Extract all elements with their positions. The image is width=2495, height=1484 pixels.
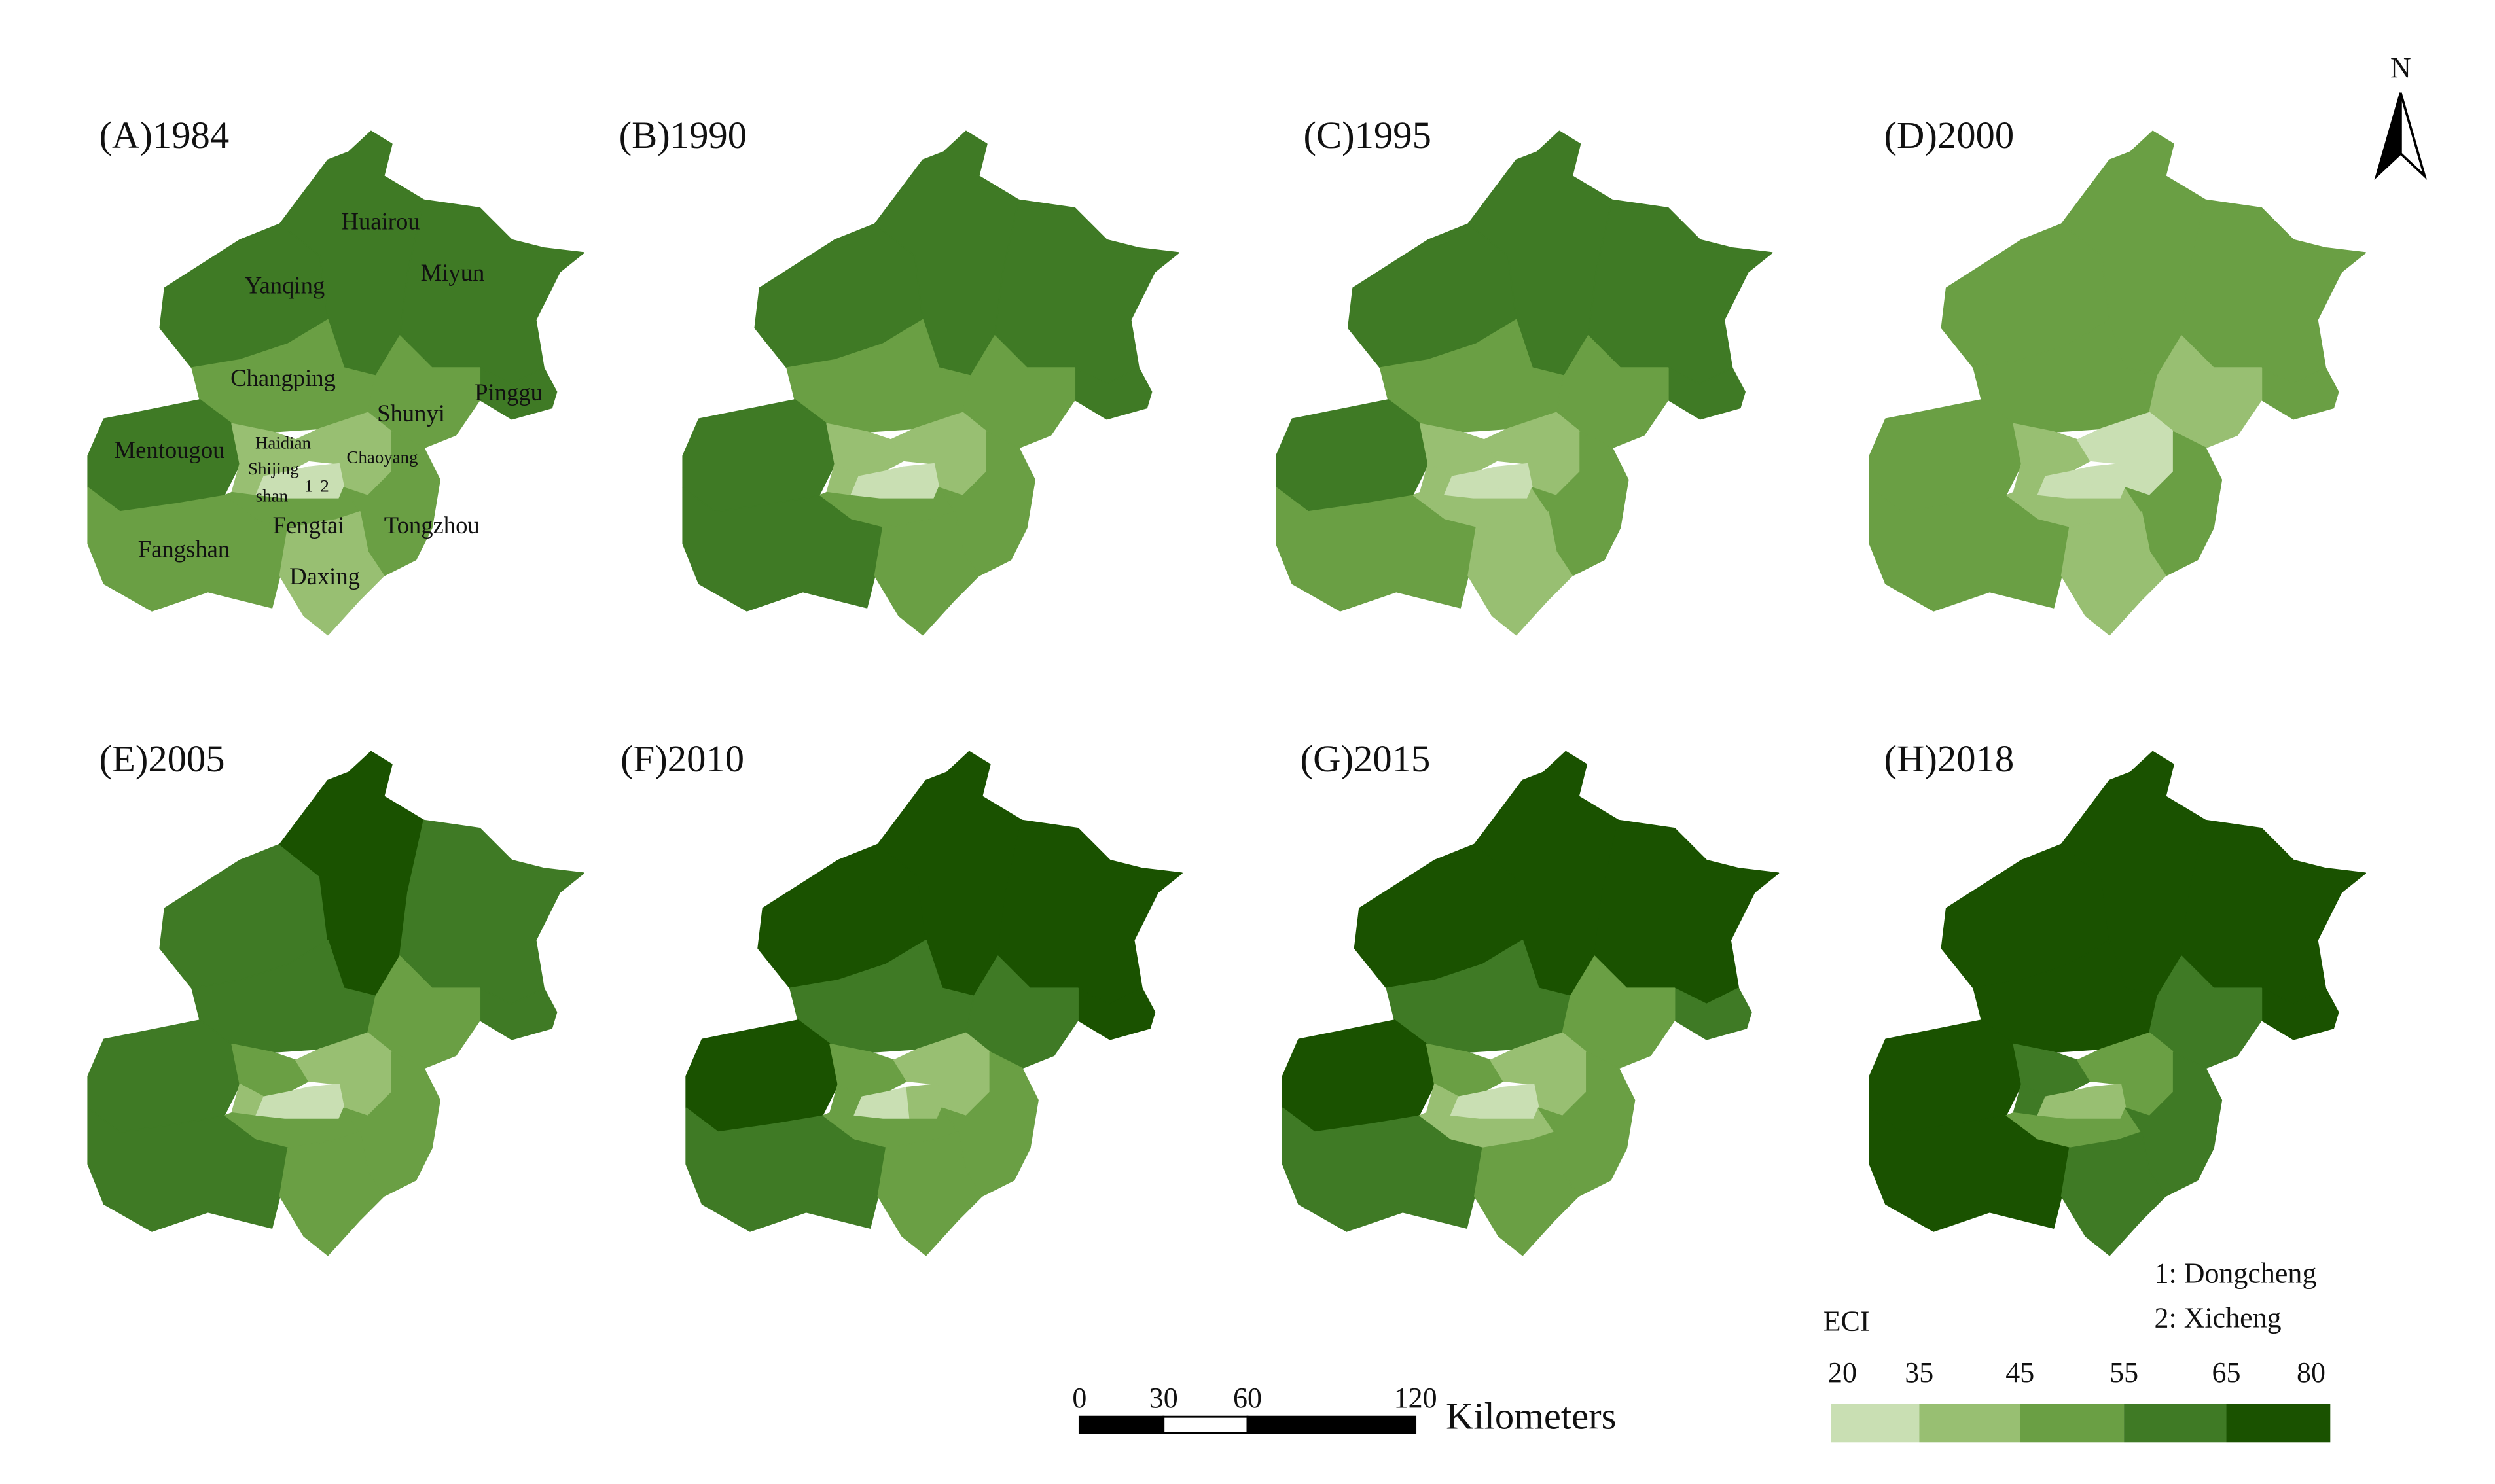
legend-swatch [1831, 1404, 1920, 1443]
legend-swatch [2226, 1404, 2331, 1443]
district [479, 367, 558, 420]
north-arrow: N [2374, 52, 2428, 180]
scale-segment [1078, 1415, 1165, 1434]
note: 2: Xicheng [2155, 1302, 2282, 1334]
district [279, 1131, 385, 1256]
panel-title: (F)2010 [620, 737, 744, 780]
district-label: Chaoyang [347, 448, 418, 467]
district [874, 511, 980, 636]
district [1467, 511, 1573, 636]
district-label: Huairou [342, 208, 420, 235]
district-label: Miyun [421, 259, 485, 286]
district-label: Daxing [289, 563, 360, 590]
district-label: Haidian [255, 433, 312, 453]
district [479, 987, 558, 1040]
district [2261, 367, 2339, 420]
district [877, 1131, 983, 1256]
north-label: N [2390, 52, 2411, 84]
map-panel: (H)2018 [1869, 737, 2367, 1256]
district [1496, 463, 1533, 500]
district [2089, 1083, 2127, 1120]
scale-tick-label: 120 [1394, 1382, 1437, 1414]
panel-title: (E)2005 [99, 737, 225, 780]
district [1674, 987, 1752, 1040]
panel-title: (C)1995 [1304, 114, 1431, 156]
panel-title: (A)1984 [99, 114, 230, 156]
district-label: Fengtai [273, 512, 345, 539]
scale-tick-label: 60 [1233, 1382, 1262, 1414]
legend-swatch [1919, 1404, 2020, 1443]
legend-break: 45 [2005, 1356, 2034, 1388]
legend-title: ECI [1823, 1305, 1870, 1337]
legend-break: 65 [2212, 1356, 2240, 1388]
district [906, 1083, 943, 1120]
map-panel: (C)1995 [1276, 114, 1773, 636]
note: 1: Dongcheng [2155, 1257, 2317, 1289]
district [2089, 463, 2127, 500]
district [1502, 1083, 1539, 1120]
panel-title: (B)1990 [619, 114, 747, 156]
legend-break: 35 [1905, 1356, 1933, 1388]
district [2261, 987, 2339, 1040]
district [1667, 367, 1746, 420]
district-label: Pinggu [475, 379, 543, 406]
district-label: Yanqing [245, 272, 325, 298]
map-panel: (B)1990 [619, 114, 1179, 636]
district [1077, 987, 1156, 1040]
district-label: Fangshan [138, 536, 230, 563]
district-label: Changping [230, 364, 336, 391]
district [2060, 511, 2166, 636]
map-panel: (G)2015 [1282, 737, 1780, 1256]
district [279, 511, 385, 636]
legend-swatch [2020, 1404, 2125, 1443]
north-arrow-left [2374, 92, 2402, 180]
scale-segment [1246, 1415, 1417, 1434]
legend-swatch [2124, 1404, 2227, 1443]
district-label: shan [256, 486, 289, 505]
district [308, 1083, 345, 1120]
panel-title: (G)2015 [1301, 737, 1431, 780]
district [903, 463, 940, 500]
map-panel: (F)2010 [620, 737, 1183, 1256]
district-label: 2 [320, 476, 329, 496]
district-label: Shijing [248, 459, 299, 478]
scale-tick-label: 30 [1149, 1382, 1178, 1414]
scale-tick-label: 0 [1072, 1382, 1086, 1414]
scale-unit: Kilometers [1446, 1395, 1617, 1438]
district-label: Mentougou [115, 436, 225, 463]
district-label: Tongzhou [384, 512, 480, 539]
district-label: Shunyi [377, 400, 445, 427]
legend-break: 80 [2297, 1356, 2325, 1388]
legend-break: 55 [2109, 1356, 2138, 1388]
panel-title: (H)2018 [1884, 737, 2015, 780]
district [2060, 1131, 2166, 1256]
panel-title: (D)2000 [1884, 114, 2015, 156]
district-label: 1 [304, 476, 313, 496]
scale-segment [1162, 1415, 1249, 1434]
district [1074, 367, 1153, 420]
legend-break: 20 [1828, 1356, 1857, 1388]
map-panel: (D)2000 [1869, 114, 2367, 636]
map-panel: (E)2005 [87, 737, 584, 1256]
district [1474, 1131, 1579, 1256]
